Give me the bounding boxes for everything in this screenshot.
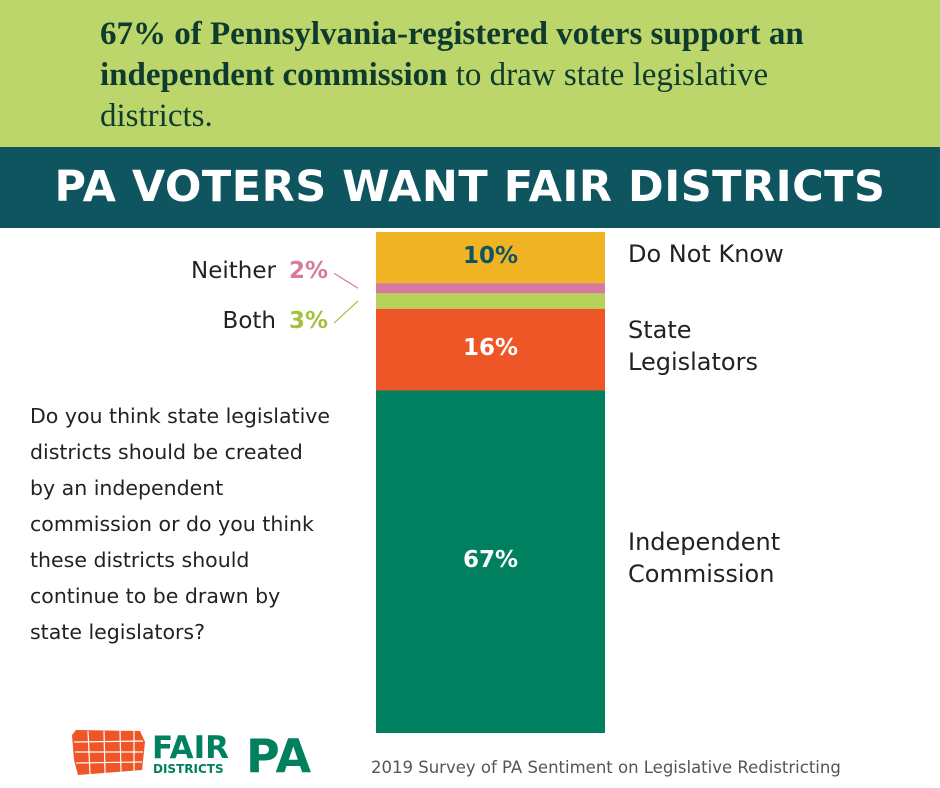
value-label: 16%	[462, 334, 519, 361]
value-label: 10%	[462, 242, 519, 269]
category-label: Both	[222, 308, 276, 334]
headline-bold: 67% of Pennsylvania-registered voters su…	[100, 16, 804, 93]
source: 2019 Survey of PA Sentiment on Legislati…	[371, 758, 841, 777]
headline-rest: to draw state legislative districts.	[100, 57, 769, 134]
bar-segment	[376, 390, 605, 733]
bar-segment	[376, 293, 605, 309]
logo-pa: PA	[246, 729, 311, 783]
category-label: Neither	[191, 258, 276, 285]
question: Do you think state legislative districts…	[30, 404, 331, 644]
leader-line	[333, 272, 359, 289]
legend-label: State Legislators	[628, 315, 758, 376]
bar-segment	[376, 232, 605, 284]
value-label: 2%	[289, 258, 329, 285]
legend-label: Do Not Know	[628, 239, 784, 268]
chart-title: PA VOTERS WANT FAIR DISTRICTS	[0, 147, 940, 228]
bar-segment	[376, 308, 605, 391]
logo-map	[72, 730, 145, 775]
value-label: 3%	[289, 308, 329, 334]
leader-line	[333, 300, 359, 324]
value-label: 67%	[462, 546, 519, 573]
legend-label: Independent Commission	[628, 527, 781, 588]
headline: 67% of Pennsylvania-registered voters su…	[100, 14, 860, 137]
bar-segment	[376, 283, 605, 294]
logo-fair: FAIR	[152, 730, 229, 766]
logo-districts: DISTRICTS	[153, 762, 224, 776]
header-band	[0, 0, 940, 147]
